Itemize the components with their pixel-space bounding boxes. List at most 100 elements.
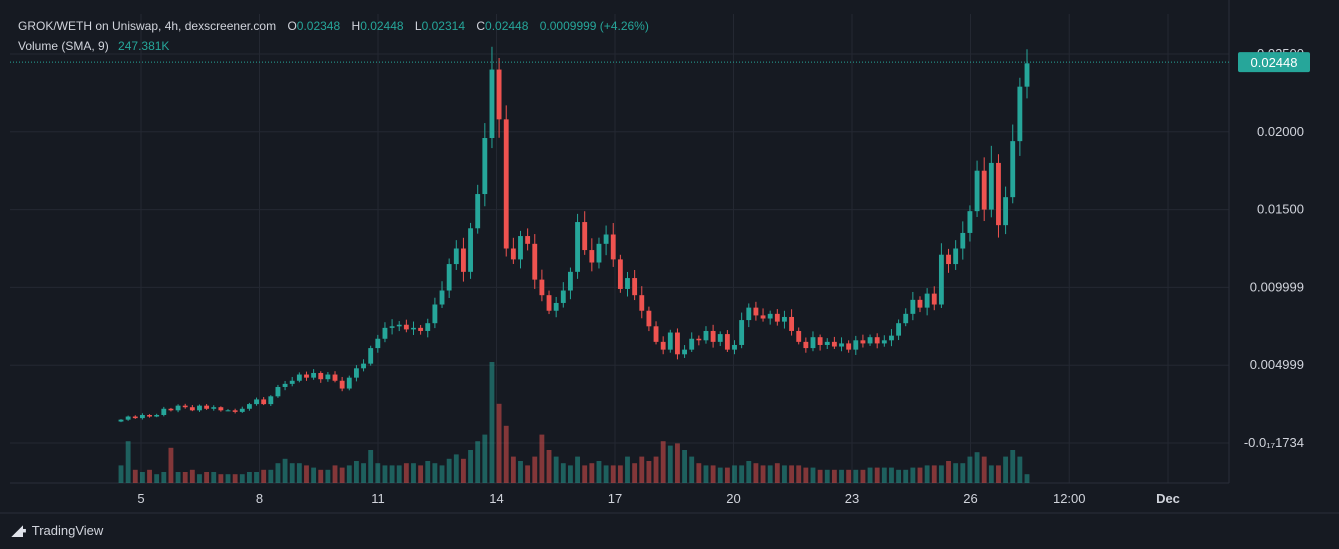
candle-body [268,396,274,405]
candle-body [960,232,966,249]
volume-bar [489,362,495,483]
candle-body [197,405,202,411]
open-label: O [287,19,297,33]
candle-body [946,254,951,265]
candle-body [732,344,737,350]
candle-body [967,211,973,233]
candle-body [796,330,802,342]
volume-bar [839,469,844,483]
volume-bar [988,465,994,483]
volume-bar [346,465,352,483]
candle-body [931,293,937,305]
candle-body [610,234,616,260]
ohlc-row: GROK/WETH on Uniswap, 4h, dexscreener.co… [18,16,649,36]
volume-bar [296,463,302,483]
candle-body [953,248,959,265]
time-axis[interactable]: 5 8 11 14 17 20 23 26 12:00 Dec [137,491,1180,506]
candle-body [147,414,152,417]
volume-bar [175,472,181,483]
volume-bar [889,467,894,483]
volume-bar [503,425,509,483]
volume-bar [139,472,145,483]
candle-body [211,407,217,409]
volume-bar [261,469,267,483]
candle-body [782,316,787,322]
candle-body [874,337,880,344]
candle-body [924,293,930,308]
volume-bar [268,469,274,483]
time-tick-label: 17 [608,491,622,506]
volume-bar [653,456,659,483]
volume-bar [289,463,295,483]
volume-bar [903,469,909,483]
candle-body [938,254,944,305]
candle-body [425,323,431,331]
candle-body [539,279,545,296]
volume-bar [510,456,516,483]
candle-body [917,299,923,308]
volume-bar [396,465,402,483]
tradingview-brand[interactable]: ◢▪ TradingView [12,522,103,539]
volume-bar [917,467,923,483]
volume-bar [881,467,887,483]
volume-bar [824,469,830,483]
candle-body [867,337,873,344]
candle-body [304,374,309,378]
volume-bar [946,461,951,483]
volume-bar [154,474,160,483]
candle-body [518,236,523,260]
volume-bar [675,443,680,483]
volume-bar [689,456,695,483]
price-axis[interactable]: 0.025000.020000.015000.0099990.004999-0.… [1244,46,1304,450]
candle-body [817,337,823,345]
volume-bar [667,445,673,483]
volume-bar [168,447,174,483]
candle-body [460,248,466,272]
candle-body [625,278,630,289]
volume-bar [931,465,937,483]
volume-bar [453,454,459,483]
candle-body [482,138,488,195]
volume-bar [361,463,366,483]
candle-body [710,330,716,342]
candle-body [368,348,374,364]
candle-body [682,349,688,355]
candle-body [289,380,295,384]
volume-bar [382,465,388,483]
volume-bar [368,450,374,483]
candle-body [532,243,538,280]
candle-body [853,340,859,350]
volume-bar [254,472,259,483]
volume-bar [239,474,245,483]
chart-legend: GROK/WETH on Uniswap, 4h, dexscreener.co… [18,16,649,56]
volume-bar [810,467,816,483]
volume-bar [553,456,559,483]
volume-bar [789,465,795,483]
volume-bar [389,465,395,483]
candle-body [739,320,745,345]
candle-body [339,380,345,389]
candle-body [717,334,723,342]
candle-body [318,372,324,380]
price-tick-label: 0.02000 [1257,124,1304,139]
volume-bar [974,452,980,483]
volume-bar [996,465,1001,483]
candle-body [382,327,388,339]
price-tick-label: -0.0₁₇1734 [1244,435,1304,450]
volume-bar [311,467,317,483]
volume-bar [767,465,773,483]
volume-bar [724,467,730,483]
candle-body [418,327,424,331]
volume-bar [411,463,416,483]
volume-bar [275,463,281,483]
open-value: 0.02348 [296,19,341,33]
candle-body [889,335,894,341]
volume-bar [910,467,916,483]
candle-body [489,69,495,139]
candle-body [168,408,174,411]
candle-body [182,405,188,408]
candle-body [246,404,252,409]
candle-body [881,340,887,344]
candle-body [903,313,909,324]
